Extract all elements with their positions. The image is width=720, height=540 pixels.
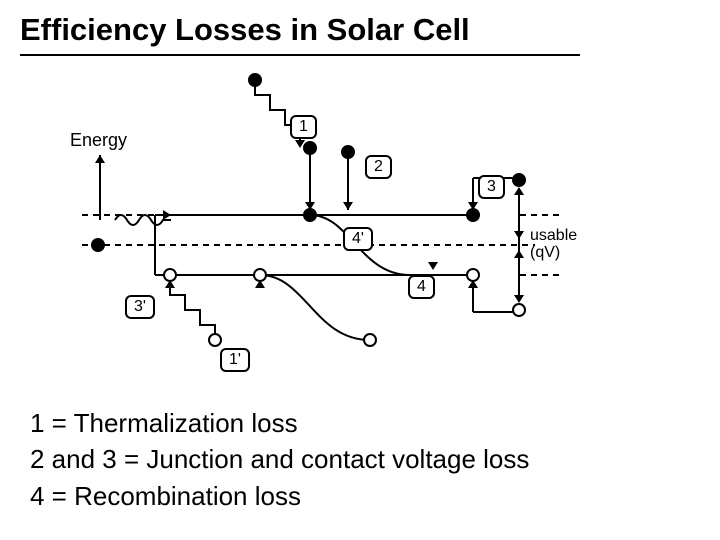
usable-text-2: (qV) <box>530 244 560 261</box>
label-1p: 1' <box>220 348 250 372</box>
label-3: 3 <box>478 175 505 199</box>
slide-title: Efficiency Losses in Solar Cell <box>20 12 470 48</box>
title-underline <box>20 54 580 56</box>
energy-axis-label: Energy <box>70 130 127 151</box>
label-4p: 4' <box>343 227 373 251</box>
energy-diagram: Energy 1 2 3 4' 4 3' 1' usable (qV) <box>60 60 620 380</box>
diagram-svg <box>60 60 620 380</box>
legend: 1 = Thermalization loss 2 and 3 = Juncti… <box>30 405 529 514</box>
label-2: 2 <box>365 155 392 179</box>
legend-line-3: 4 = Recombination loss <box>30 478 529 514</box>
usable-label: usable (qV) <box>530 228 577 262</box>
label-1: 1 <box>290 115 317 139</box>
legend-line-1: 1 = Thermalization loss <box>30 405 529 441</box>
usable-text-1: usable <box>530 227 577 244</box>
label-4: 4 <box>408 275 435 299</box>
legend-line-2: 2 and 3 = Junction and contact voltage l… <box>30 441 529 477</box>
label-3p: 3' <box>125 295 155 319</box>
